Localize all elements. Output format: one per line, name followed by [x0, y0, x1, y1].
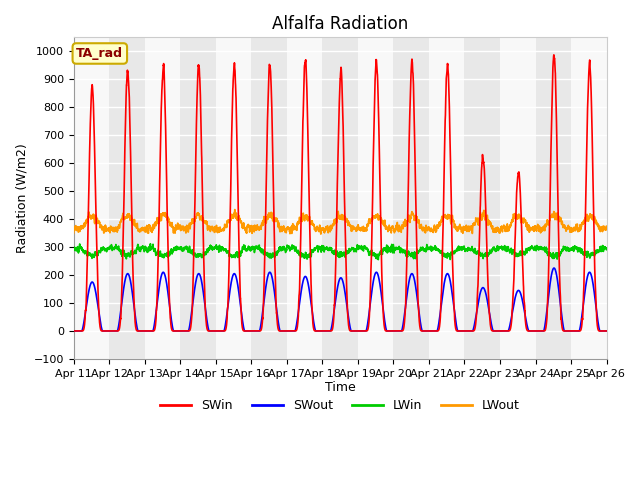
SWin: [70, 328, 77, 334]
LWin: [70, 244, 77, 250]
LWin: [147, 241, 154, 247]
LWin: [603, 247, 611, 252]
Legend: SWin, SWout, LWin, LWout: SWin, SWout, LWin, LWout: [155, 394, 525, 417]
LWin: [374, 257, 382, 263]
Line: SWin: SWin: [74, 55, 607, 331]
SWout: [550, 265, 558, 271]
Bar: [252, 37, 287, 359]
LWin: [490, 246, 498, 252]
LWin: [320, 249, 328, 255]
Bar: [429, 37, 465, 359]
LWin: [166, 252, 173, 258]
Bar: [74, 37, 109, 359]
SWout: [320, 328, 328, 334]
SWin: [430, 328, 438, 334]
SWout: [166, 301, 173, 307]
Bar: [571, 37, 607, 359]
SWin: [602, 328, 610, 334]
SWout: [70, 328, 77, 334]
SWin: [166, 296, 173, 302]
Y-axis label: Radiation (W/m2): Radiation (W/m2): [15, 143, 28, 253]
SWout: [430, 328, 438, 334]
LWout: [603, 223, 611, 229]
SWin: [490, 328, 497, 334]
Line: LWin: LWin: [74, 244, 607, 260]
Bar: [216, 37, 252, 359]
SWout: [603, 328, 611, 334]
Line: LWout: LWout: [74, 210, 607, 234]
Bar: [536, 37, 571, 359]
LWout: [490, 226, 498, 232]
LWout: [317, 231, 324, 237]
Bar: [287, 37, 323, 359]
SWout: [460, 328, 467, 334]
SWout: [490, 328, 497, 334]
Bar: [465, 37, 500, 359]
Title: Alfalfa Radiation: Alfalfa Radiation: [272, 15, 408, 33]
LWout: [602, 227, 610, 233]
LWin: [460, 246, 467, 252]
SWin: [550, 52, 557, 58]
LWout: [231, 207, 239, 213]
LWout: [166, 219, 173, 225]
Line: SWout: SWout: [74, 268, 607, 331]
Bar: [323, 37, 358, 359]
LWin: [602, 245, 610, 251]
SWin: [460, 328, 467, 334]
LWout: [460, 226, 467, 232]
LWin: [430, 245, 438, 251]
X-axis label: Time: Time: [324, 382, 355, 395]
Bar: [358, 37, 394, 359]
SWin: [603, 328, 611, 334]
Text: TA_rad: TA_rad: [76, 47, 124, 60]
LWout: [70, 230, 77, 236]
Bar: [500, 37, 536, 359]
LWout: [430, 224, 438, 230]
Bar: [394, 37, 429, 359]
Bar: [109, 37, 145, 359]
SWout: [602, 328, 610, 334]
Bar: [145, 37, 180, 359]
Bar: [180, 37, 216, 359]
LWout: [321, 228, 328, 234]
SWin: [320, 328, 328, 334]
